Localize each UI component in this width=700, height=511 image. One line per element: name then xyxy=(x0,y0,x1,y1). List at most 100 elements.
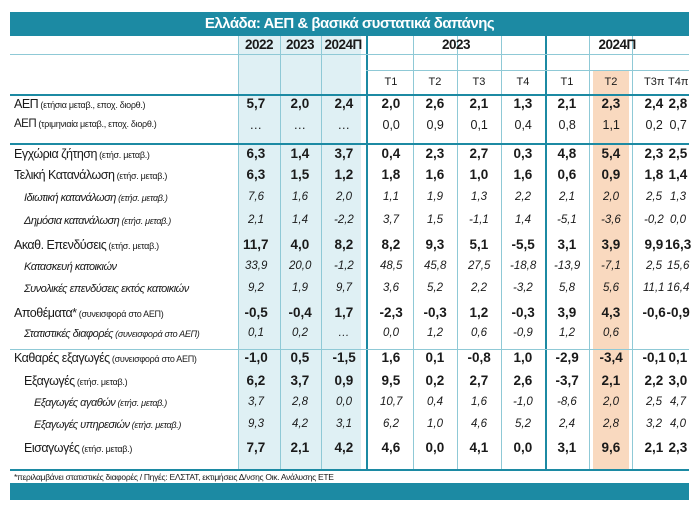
cell-value: 4,7 xyxy=(670,396,686,408)
cell-value: 1,4 xyxy=(515,214,531,226)
row-label-text: Στατιστικές διαφορές xyxy=(24,327,113,340)
row-label-suffix: (ετήσ. μεταβ.) xyxy=(114,170,168,181)
cell-value: -2,2 xyxy=(334,214,354,226)
cell-value: -0,5 xyxy=(244,305,268,320)
cell-value: 0,5 xyxy=(290,350,310,365)
col-divider xyxy=(413,36,414,469)
cell-value: 4,0 xyxy=(290,237,310,252)
cell-value: 4,0 xyxy=(670,418,686,430)
group-divider xyxy=(545,36,547,469)
cell-value: 1,5 xyxy=(427,214,443,226)
cell-value: 2,1 xyxy=(557,96,577,111)
cell-value: 9,3 xyxy=(425,237,445,252)
row-label: Ιδιωτική κατανάλωση (ετήσ. μεταβ.) xyxy=(24,192,168,204)
header-rule xyxy=(10,94,689,96)
cell-value: … xyxy=(249,117,263,132)
col-divider xyxy=(238,36,239,469)
cell-value: 2,1 xyxy=(290,440,310,455)
cell-value: 1,5 xyxy=(290,167,310,182)
cell-value: 4,2 xyxy=(292,418,308,430)
cell-value: 0,0 xyxy=(382,117,400,132)
cell-value: 11,7 xyxy=(243,237,269,252)
row-label-suffix: (ετήσ. μεταβ.) xyxy=(129,419,182,430)
cell-value: 1,2 xyxy=(334,167,354,182)
row-label-suffix: (συνεισφορά στο ΑΕΠ) xyxy=(76,308,164,319)
cell-value: 0,1 xyxy=(248,327,264,339)
cell-value: 11,1 xyxy=(643,282,665,294)
cell-value: 1,6 xyxy=(471,396,487,408)
cell-value: 1,9 xyxy=(427,191,443,203)
group-divider xyxy=(366,36,368,469)
cell-value: 1,6 xyxy=(292,191,308,203)
cell-value: 1,6 xyxy=(513,167,533,182)
cell-value: 4,8 xyxy=(557,146,577,161)
col-divider xyxy=(280,36,281,469)
row-label-suffix: (ετήσ. μεταβ.) xyxy=(106,240,159,251)
cell-value: 0,7 xyxy=(669,117,687,132)
cell-value: 1,2 xyxy=(427,327,443,339)
cell-value: 1,8 xyxy=(644,167,664,182)
row-label: Καθαρές εξαγωγές (συνεισφορά στο ΑΕΠ) xyxy=(14,350,197,365)
section-rule xyxy=(10,349,689,350)
row-label-text: Εισαγωγές xyxy=(24,440,80,455)
cell-value: 6,2 xyxy=(246,373,266,388)
cell-value: 2,3 xyxy=(644,146,664,161)
row-label: ΑΕΠ (ετήσια μεταβ., εποχ. διορθ.) xyxy=(14,97,146,111)
cell-value: 1,2 xyxy=(559,327,575,339)
cell-value: 1,1 xyxy=(602,117,620,132)
cell-value: 3,1 xyxy=(336,418,352,430)
cell-value: 1,4 xyxy=(290,146,310,161)
cell-value: 0,1 xyxy=(668,350,688,365)
cell-value: 5,4 xyxy=(601,146,621,161)
cell-value: -0,6 xyxy=(642,305,666,320)
cell-value: 4,6 xyxy=(471,418,487,430)
cell-value: -0,8 xyxy=(467,350,491,365)
cell-value: -18,8 xyxy=(510,260,537,272)
footer-bar xyxy=(10,483,689,500)
cell-value: 5,1 xyxy=(469,237,489,252)
cell-value: -8,6 xyxy=(557,396,577,408)
row-label-text: Εγχώρια ζήτηση xyxy=(14,146,97,161)
cell-value: 2,0 xyxy=(290,96,310,111)
highlight-column xyxy=(593,70,629,469)
cell-value: 3,1 xyxy=(557,440,577,455)
row-label-text: ΑΕΠ xyxy=(14,118,37,130)
cell-value: 3,9 xyxy=(557,305,577,320)
cell-value: 2,1 xyxy=(469,96,489,111)
cell-value: 3,7 xyxy=(290,373,310,388)
quarter-header: Τ2 xyxy=(428,75,442,88)
annual-header: 2023 xyxy=(286,37,315,52)
row-label: Αποθέματα* (συνεισφορά στο ΑΕΠ) xyxy=(14,306,164,320)
cell-value: 1,8 xyxy=(381,167,401,182)
quarter-header: Τ2 xyxy=(604,75,618,88)
cell-value: 10,7 xyxy=(380,396,403,408)
cell-value: -0,9 xyxy=(513,327,533,339)
cell-value: 8,2 xyxy=(381,237,401,252)
cell-value: 7,7 xyxy=(246,440,266,455)
cell-value: 2,1 xyxy=(559,191,575,203)
row-label-text: Καθαρές εξαγωγές xyxy=(14,350,110,365)
row-label-text: Κατασκευή κατοικιών xyxy=(24,260,117,273)
row-label-text: Εξαγωγές υπηρεσιών xyxy=(34,418,130,431)
cell-value: 5,2 xyxy=(427,282,443,294)
col-divider xyxy=(589,36,590,469)
cell-value: -1,0 xyxy=(513,396,533,408)
cell-value: … xyxy=(293,117,307,132)
cell-value: 9,2 xyxy=(248,282,264,294)
cell-value: 6,2 xyxy=(383,418,399,430)
cell-value: 2,6 xyxy=(425,96,445,111)
cell-value: 1,4 xyxy=(292,214,308,226)
cell-value: 2,4 xyxy=(334,96,354,111)
cell-value: 9,6 xyxy=(601,440,621,455)
cell-value: 3,2 xyxy=(646,418,662,430)
cell-value: 0,0 xyxy=(336,396,352,408)
quarter-header: Τ1 xyxy=(560,75,574,88)
cell-value: 0,0 xyxy=(670,214,686,226)
col-divider xyxy=(501,36,502,469)
cell-value: 1,6 xyxy=(381,350,401,365)
cell-value: 2,1 xyxy=(601,373,621,388)
cell-value: -3,6 xyxy=(601,214,621,226)
cell-value: 0,6 xyxy=(557,167,577,182)
cell-value: -2,3 xyxy=(379,305,403,320)
